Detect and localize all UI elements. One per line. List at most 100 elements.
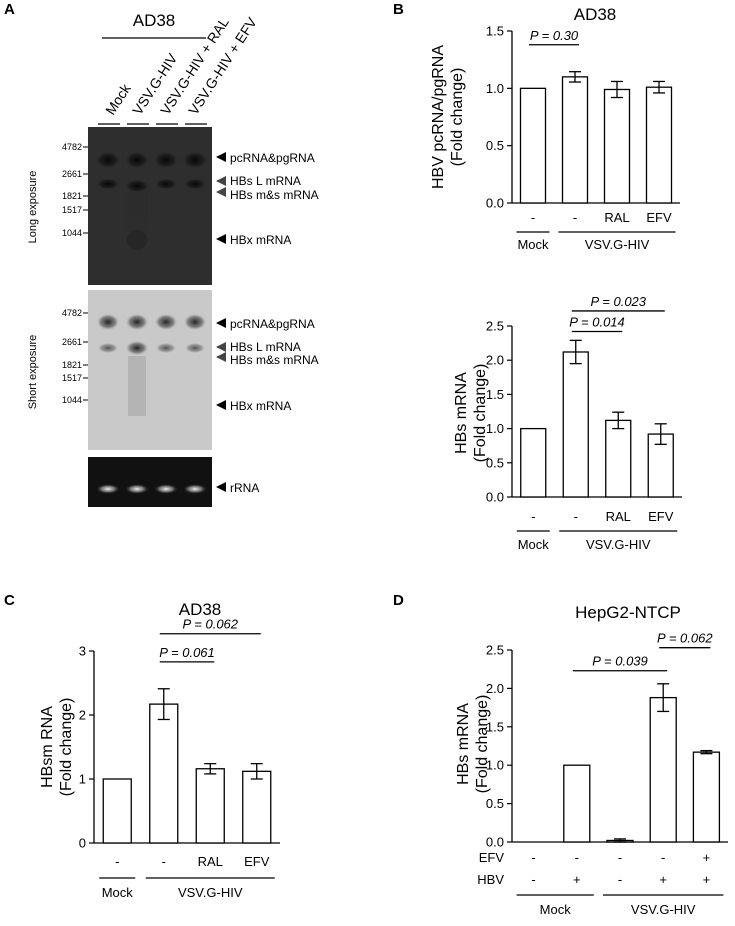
x-tick-label: EFV — [648, 509, 674, 524]
group-label: VSV.G-HIV — [631, 902, 696, 917]
group-label: Mock — [518, 537, 550, 552]
condition-value: + — [573, 872, 581, 887]
panel-a-northern-blot: A AD38 Mock VSV.G-HIV VSV.G-HIV + RAL VS… — [4, 1, 319, 507]
y-tick-label: 0.0 — [486, 835, 504, 850]
condition-row-label: HBV — [477, 872, 504, 887]
ladder-mark: 1044 — [62, 228, 82, 238]
ladder-mark: 2661 — [62, 169, 82, 179]
bar — [561, 76, 589, 204]
y-tick-label: 0.0 — [486, 196, 504, 211]
p-value-label: P = 0.023 — [590, 294, 646, 309]
condition-row-label: EFV — [479, 850, 505, 865]
chart-title: AD38 — [574, 5, 617, 24]
p-value-label: P = 0.062 — [657, 631, 713, 646]
bar — [520, 427, 547, 498]
size-ladder: 4782 2661 1821 1517 1044 — [62, 142, 88, 238]
condition-value: - — [661, 850, 665, 865]
condition-value: + — [703, 872, 711, 887]
bar — [519, 87, 547, 204]
band-label: HBx mRNA — [230, 233, 291, 247]
x-tick-label: RAL — [606, 509, 631, 524]
bar — [605, 419, 632, 498]
y-axis-label-line: (Fold change) — [474, 695, 491, 794]
y-axis-label: HBs mRNA (Fold change) — [453, 364, 489, 463]
ladder-mark: 1517 — [62, 205, 82, 215]
x-tick-label: - — [531, 509, 535, 524]
panel-letter: B — [393, 1, 404, 18]
arrow-left-icon — [216, 234, 226, 244]
y-tick-label: 2.5 — [486, 643, 504, 658]
chart-b-top: B AD38 HBV pcRNA/pgRNA (Fold change) 0.0 0.5 1… — [393, 1, 680, 252]
x-tick-label: - — [573, 210, 577, 225]
y-axis-label-line: HBsm RNA — [39, 706, 56, 788]
bar — [603, 88, 631, 204]
y-axis-label-line: HBs mRNA — [453, 372, 470, 454]
y-tick-label: 1.0 — [486, 758, 504, 773]
chart-title: HepG2-NTCP — [575, 603, 681, 622]
blot-long-exposure — [88, 127, 212, 285]
band-label: HBs L mRNA — [230, 340, 301, 354]
p-value-label: P = 0.039 — [592, 654, 648, 669]
arrow-left-icon — [216, 342, 226, 352]
band-label: HBx mRNA — [230, 399, 291, 413]
band-label: HBs m&s mRNA — [230, 188, 319, 202]
y-tick-label: 1.0 — [486, 421, 504, 436]
p-value-label: P = 0.062 — [182, 617, 238, 632]
lane-label: Mock — [102, 80, 134, 118]
blot-rrna — [88, 457, 212, 507]
band-label: pcRNA&pgRNA — [230, 151, 315, 165]
condition-value: - — [531, 872, 535, 887]
ladder-mark: 1821 — [62, 191, 82, 201]
size-ladder: 4782 2661 1821 1517 1044 — [62, 308, 88, 405]
chart-c: C AD38 HBsm RNA (Fold change) 0 1 2 3 - - RAL EFV Mo… — [4, 592, 280, 900]
condition-value: + — [659, 872, 667, 887]
x-tick-label: RAL — [198, 854, 223, 869]
ladder-mark: 2661 — [62, 337, 82, 347]
group-label: VSV.G-HIV — [585, 237, 650, 252]
exposure-label: Short exposure — [27, 335, 39, 410]
y-tick-label: 0.0 — [486, 490, 504, 505]
bar — [562, 351, 589, 498]
ladder-mark: 4782 — [62, 142, 82, 152]
ladder-mark: 4782 — [62, 308, 82, 318]
blot-short-exposure — [88, 290, 212, 450]
group-label: Mock — [517, 237, 549, 252]
bar — [242, 770, 272, 844]
p-value-label: P = 0.014 — [569, 314, 625, 329]
arrow-left-icon — [216, 352, 226, 362]
y-tick-label: 2.5 — [486, 319, 504, 334]
x-tick-label: - — [162, 854, 166, 869]
y-tick-label: 2.0 — [486, 353, 504, 368]
condition-value: - — [575, 850, 579, 865]
y-axis-label: HBV pcRNA/pgRNA (Fold change) — [430, 45, 466, 189]
group-label: VSV.G-HIV — [586, 537, 651, 552]
ladder-mark: 1821 — [62, 360, 82, 370]
arrow-left-icon — [216, 318, 226, 328]
bar — [692, 751, 721, 843]
p-value-label: P = 0.30 — [530, 28, 579, 43]
y-tick-label: 1.5 — [486, 387, 504, 402]
chart-b-bottom: HBs mRNA (Fold change) 0.0 0.5 1.0 1.5 2.0 2.5 -… — [453, 294, 682, 552]
panel-letter: C — [4, 592, 15, 609]
panel-letter: D — [393, 592, 404, 609]
y-axis-label-line: (Fold change) — [472, 364, 489, 463]
condition-value: + — [703, 850, 711, 865]
condition-value: - — [618, 850, 622, 865]
band-label: rRNA — [230, 481, 259, 495]
y-axis-label-line: (Fold change) — [449, 68, 466, 167]
chart-title: AD38 — [179, 600, 222, 619]
y-tick-label: 0.5 — [486, 455, 504, 470]
arrow-left-icon — [216, 400, 226, 410]
group-label: VSV.G-HIV — [178, 885, 243, 900]
band-labels: pcRNA&pgRNA HBs L mRNA HBs m&s mRNA HBx … — [216, 151, 319, 247]
arrow-left-icon — [216, 176, 226, 186]
x-tick-label: - — [531, 210, 535, 225]
y-tick-label: 0.5 — [486, 138, 504, 153]
y-axis-label: HBsm RNA (Fold change) — [39, 698, 75, 797]
y-tick-label: 3 — [79, 644, 86, 659]
exposure-label: Long exposure — [27, 171, 39, 244]
y-tick-label: 1.5 — [486, 24, 504, 39]
y-axis-label-line: HBV pcRNA/pgRNA — [430, 45, 447, 189]
